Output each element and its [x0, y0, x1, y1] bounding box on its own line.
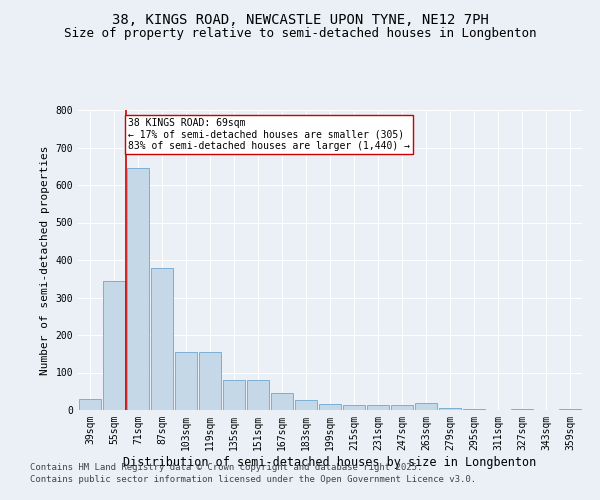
- Bar: [247, 380, 269, 410]
- Bar: [151, 268, 173, 410]
- Bar: [199, 352, 221, 410]
- Bar: [391, 405, 413, 410]
- Bar: [319, 404, 341, 410]
- Text: 38 KINGS ROAD: 69sqm
← 17% of semi-detached houses are smaller (305)
83% of semi: 38 KINGS ROAD: 69sqm ← 17% of semi-detac…: [128, 118, 410, 150]
- Bar: [223, 380, 245, 410]
- Bar: [463, 409, 485, 410]
- Bar: [175, 352, 197, 410]
- Text: 38, KINGS ROAD, NEWCASTLE UPON TYNE, NE12 7PH: 38, KINGS ROAD, NEWCASTLE UPON TYNE, NE1…: [112, 12, 488, 26]
- Bar: [415, 402, 437, 410]
- Text: Contains HM Land Registry data © Crown copyright and database right 2025.: Contains HM Land Registry data © Crown c…: [30, 464, 422, 472]
- Text: Size of property relative to semi-detached houses in Longbenton: Size of property relative to semi-detach…: [64, 28, 536, 40]
- Bar: [79, 399, 101, 410]
- Bar: [559, 409, 581, 410]
- Bar: [103, 280, 125, 410]
- Text: Contains public sector information licensed under the Open Government Licence v3: Contains public sector information licen…: [30, 475, 476, 484]
- Bar: [439, 408, 461, 410]
- Bar: [127, 168, 149, 410]
- Y-axis label: Number of semi-detached properties: Number of semi-detached properties: [40, 145, 50, 375]
- Bar: [295, 400, 317, 410]
- Bar: [343, 405, 365, 410]
- Bar: [511, 408, 533, 410]
- Bar: [271, 393, 293, 410]
- X-axis label: Distribution of semi-detached houses by size in Longbenton: Distribution of semi-detached houses by …: [124, 456, 536, 468]
- Bar: [367, 405, 389, 410]
